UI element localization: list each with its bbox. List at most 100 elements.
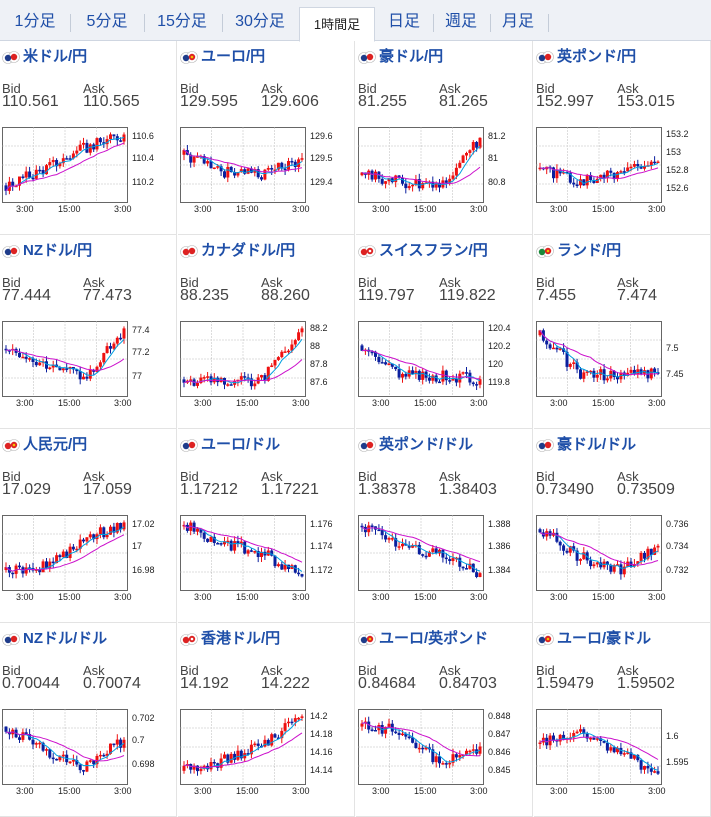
candle-body xyxy=(424,747,428,750)
candle-body xyxy=(273,359,277,366)
bid-value: 14.192 xyxy=(180,675,229,692)
candle-body xyxy=(51,364,55,368)
candlestick-chart[interactable]: 120.4 120.2 120 119.8 3:00 15:00 3:00 xyxy=(358,321,526,408)
candle-body xyxy=(649,548,653,555)
candlestick-chart[interactable]: 110.6 110.4 110.2 3:00 15:00 3:00 xyxy=(2,127,170,214)
candlestick-chart[interactable]: 1.176 1.174 1.172 3:00 15:00 3:00 xyxy=(180,515,348,602)
candle-body xyxy=(260,177,263,180)
x-axis-tick-label: 15:00 xyxy=(592,204,615,214)
candle-body xyxy=(112,134,116,137)
candle-body xyxy=(545,531,549,537)
currency-flag-icon xyxy=(358,632,376,646)
candlestick-chart[interactable]: 0.848 0.847 0.846 0.845 3:00 15:00 3:00 xyxy=(358,709,526,796)
ask-value: 14.222 xyxy=(261,675,310,692)
candle-body xyxy=(28,171,32,178)
candlestick-chart[interactable]: 77.4 77.2 77 3:00 15:00 3:00 xyxy=(2,321,170,408)
y-axis-tick-label: 1.384 xyxy=(488,565,511,575)
candle-body xyxy=(65,368,69,370)
candle-body xyxy=(283,564,287,570)
candle-body xyxy=(605,561,609,565)
bid-value: 81.255 xyxy=(358,93,407,110)
candle-body xyxy=(656,161,660,164)
candlestick-chart[interactable]: 0.736 0.734 0.732 3:00 15:00 3:00 xyxy=(536,515,704,602)
candle-body xyxy=(98,362,102,367)
tab-1min[interactable]: 1分足 xyxy=(14,13,56,30)
y-axis-tick-label: 110.4 xyxy=(132,153,154,163)
x-axis-tick-label: 3:00 xyxy=(648,786,666,796)
candlestick-chart[interactable]: 7.5 7.45 3:00 15:00 3:00 xyxy=(536,321,704,408)
candle-body xyxy=(202,377,206,379)
candle-body xyxy=(599,738,603,741)
candle-body xyxy=(219,543,223,545)
candlestick-chart[interactable]: 88.2 88 87.8 87.6 3:00 15:00 3:00 xyxy=(180,321,348,408)
candle-body xyxy=(374,730,377,732)
candle-body xyxy=(290,344,294,351)
rate-panel: 英ポンド/円 Bid Ask 152.997 153.015 153.2 153 152.8 1… xyxy=(534,41,711,235)
bid-label: Bid xyxy=(2,663,21,678)
candlestick-chart[interactable]: 81.2 81 80.8 3:00 15:00 3:00 xyxy=(358,127,526,214)
candle-body xyxy=(45,561,48,568)
candle-body xyxy=(421,371,425,380)
candle-body xyxy=(98,138,102,143)
candle-body xyxy=(212,762,216,764)
candle-body xyxy=(24,567,28,574)
candle-body xyxy=(465,153,468,156)
bid-value: 7.455 xyxy=(536,287,577,304)
candle-body xyxy=(223,754,226,759)
candlestick-chart[interactable]: 0.702 0.7 0.698 3:00 15:00 3:00 xyxy=(2,709,170,796)
candle-body xyxy=(236,172,240,176)
candlestick-chart[interactable]: 14.2 14.18 14.16 14.14 3:00 15:00 3:00 xyxy=(180,709,348,796)
candle-body xyxy=(619,564,623,575)
candle-body xyxy=(411,184,415,187)
y-axis-tick-label: 80.8 xyxy=(488,177,506,187)
candle-body xyxy=(404,373,408,377)
candle-body xyxy=(417,544,421,555)
candlestick-chart[interactable]: 1.388 1.386 1.384 3:00 15:00 3:00 xyxy=(358,515,526,602)
candle-body xyxy=(226,540,230,543)
x-axis-tick-label: 3:00 xyxy=(292,204,310,214)
candlestick-chart[interactable]: 153.2 153 152.8 152.6 3:00 15:00 3:00 xyxy=(536,127,704,214)
tab-weekly[interactable]: 週足 xyxy=(444,13,477,30)
candlestick-chart[interactable]: 17.02 17 16.98 3:00 15:00 3:00 xyxy=(2,515,170,602)
tab-30min[interactable]: 30分足 xyxy=(235,13,285,30)
candle-body xyxy=(367,525,371,533)
tab-monthly[interactable]: 月足 xyxy=(501,13,534,30)
ask-value: 77.473 xyxy=(83,287,132,304)
y-axis-tick-label: 77.4 xyxy=(132,325,150,335)
tab-5min[interactable]: 5分足 xyxy=(86,13,128,30)
pair-name: 豪ドル/円 xyxy=(379,48,444,65)
pair-name: ユーロ/豪ドル xyxy=(557,630,652,647)
candle-body xyxy=(465,750,468,755)
y-axis-tick-label: 87.8 xyxy=(310,359,328,369)
candle-body xyxy=(256,743,260,746)
candle-body xyxy=(55,555,59,564)
candle-body xyxy=(243,169,247,174)
x-axis-tick-label: 3:00 xyxy=(550,204,568,214)
candle-body xyxy=(417,179,421,189)
ask-value: 1.38403 xyxy=(439,481,497,498)
candlestick-chart[interactable]: 129.6 129.5 129.4 3:00 15:00 3:00 xyxy=(180,127,348,214)
bid-value: 1.38378 xyxy=(358,481,416,498)
candle-body xyxy=(112,343,116,349)
x-axis-tick-label: 3:00 xyxy=(16,204,34,214)
tab-daily[interactable]: 日足 xyxy=(387,13,420,30)
candle-body xyxy=(31,739,35,745)
y-axis-tick-label: 77 xyxy=(132,371,143,381)
candle-body xyxy=(626,752,630,754)
candle-body xyxy=(538,742,542,744)
candle-body xyxy=(68,761,72,764)
candle-body xyxy=(249,744,253,755)
candle-body xyxy=(276,564,280,567)
candlestick-chart[interactable]: 1.6 1.595 3:00 15:00 3:00 xyxy=(536,709,704,796)
candle-body xyxy=(404,733,408,737)
tab-15min[interactable]: 15分足 xyxy=(157,13,207,30)
candle-body xyxy=(451,378,455,381)
moving-average-long xyxy=(539,736,659,760)
candle-body xyxy=(377,529,381,532)
pair-name: スイスフラン/円 xyxy=(379,242,488,259)
candle-body xyxy=(478,137,482,148)
candle-body xyxy=(599,562,603,568)
candle-body xyxy=(189,154,193,163)
tab-1hour[interactable]: 1時間足 xyxy=(299,7,375,42)
chart-plot xyxy=(536,709,662,785)
